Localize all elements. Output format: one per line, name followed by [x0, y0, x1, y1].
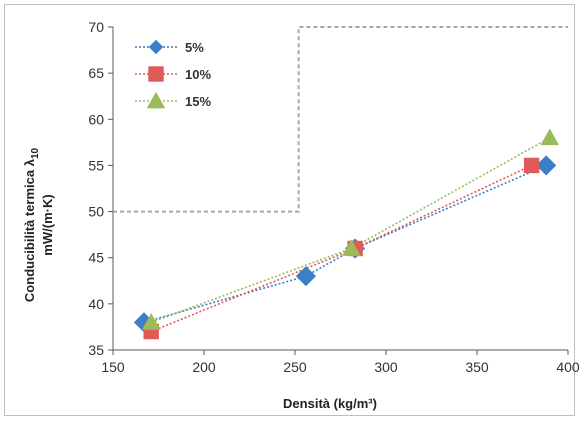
x-tick-label: 350	[465, 359, 489, 375]
reference-boundary	[113, 26, 568, 213]
legend-marker	[148, 39, 164, 55]
data-point	[540, 128, 560, 146]
data-point	[141, 313, 161, 330]
legend-label: 15%	[185, 94, 211, 109]
x-tick-label: 200	[192, 359, 216, 375]
data-point	[536, 155, 557, 176]
x-tick-label: 300	[374, 359, 398, 375]
y-tick-label: 60	[88, 111, 104, 127]
legend-label: 10%	[185, 67, 211, 82]
y-tick-label: 55	[88, 157, 104, 173]
legend-marker	[148, 66, 164, 82]
x-axis-title: Densità (kg/m³)	[283, 396, 377, 411]
y-axis-title-subscript: 10	[30, 147, 41, 159]
y-tick-label: 40	[88, 296, 104, 312]
series-line	[150, 164, 532, 333]
series-line	[150, 137, 551, 324]
x-tick-label: 150	[101, 359, 125, 375]
legend: 5% 10% 15%	[135, 39, 211, 109]
svg-text:Conducibilità termica λ10: Conducibilità termica λ10	[22, 147, 41, 302]
y-tick-label: 70	[88, 19, 104, 35]
axes-layer: 35 40 45 50 55 60 65 70 150 200 250 300 350 400	[88, 19, 579, 375]
data-point	[295, 266, 316, 287]
series-layer	[133, 128, 560, 340]
x-tick-label: 250	[283, 359, 307, 375]
y-tick-label: 45	[88, 250, 104, 266]
y-axis-title: Conducibilità termica λ10 mW/(m·K)	[22, 147, 55, 302]
y-tick-label: 35	[88, 342, 104, 358]
y-tick-label: 65	[88, 65, 104, 81]
legend-marker	[146, 91, 166, 109]
y-tick-label: 50	[88, 204, 104, 220]
y-axis-title-unit: mW/(m·K)	[40, 194, 55, 255]
legend-label: 5%	[185, 40, 204, 55]
series-line	[143, 164, 547, 324]
chart-frame	[4, 4, 575, 416]
y-axis-title-main: Conducibilità termica λ	[22, 158, 37, 302]
data-point	[342, 239, 361, 256]
x-tick-label: 400	[556, 359, 580, 375]
data-point	[523, 157, 540, 174]
reference-region	[113, 26, 568, 213]
